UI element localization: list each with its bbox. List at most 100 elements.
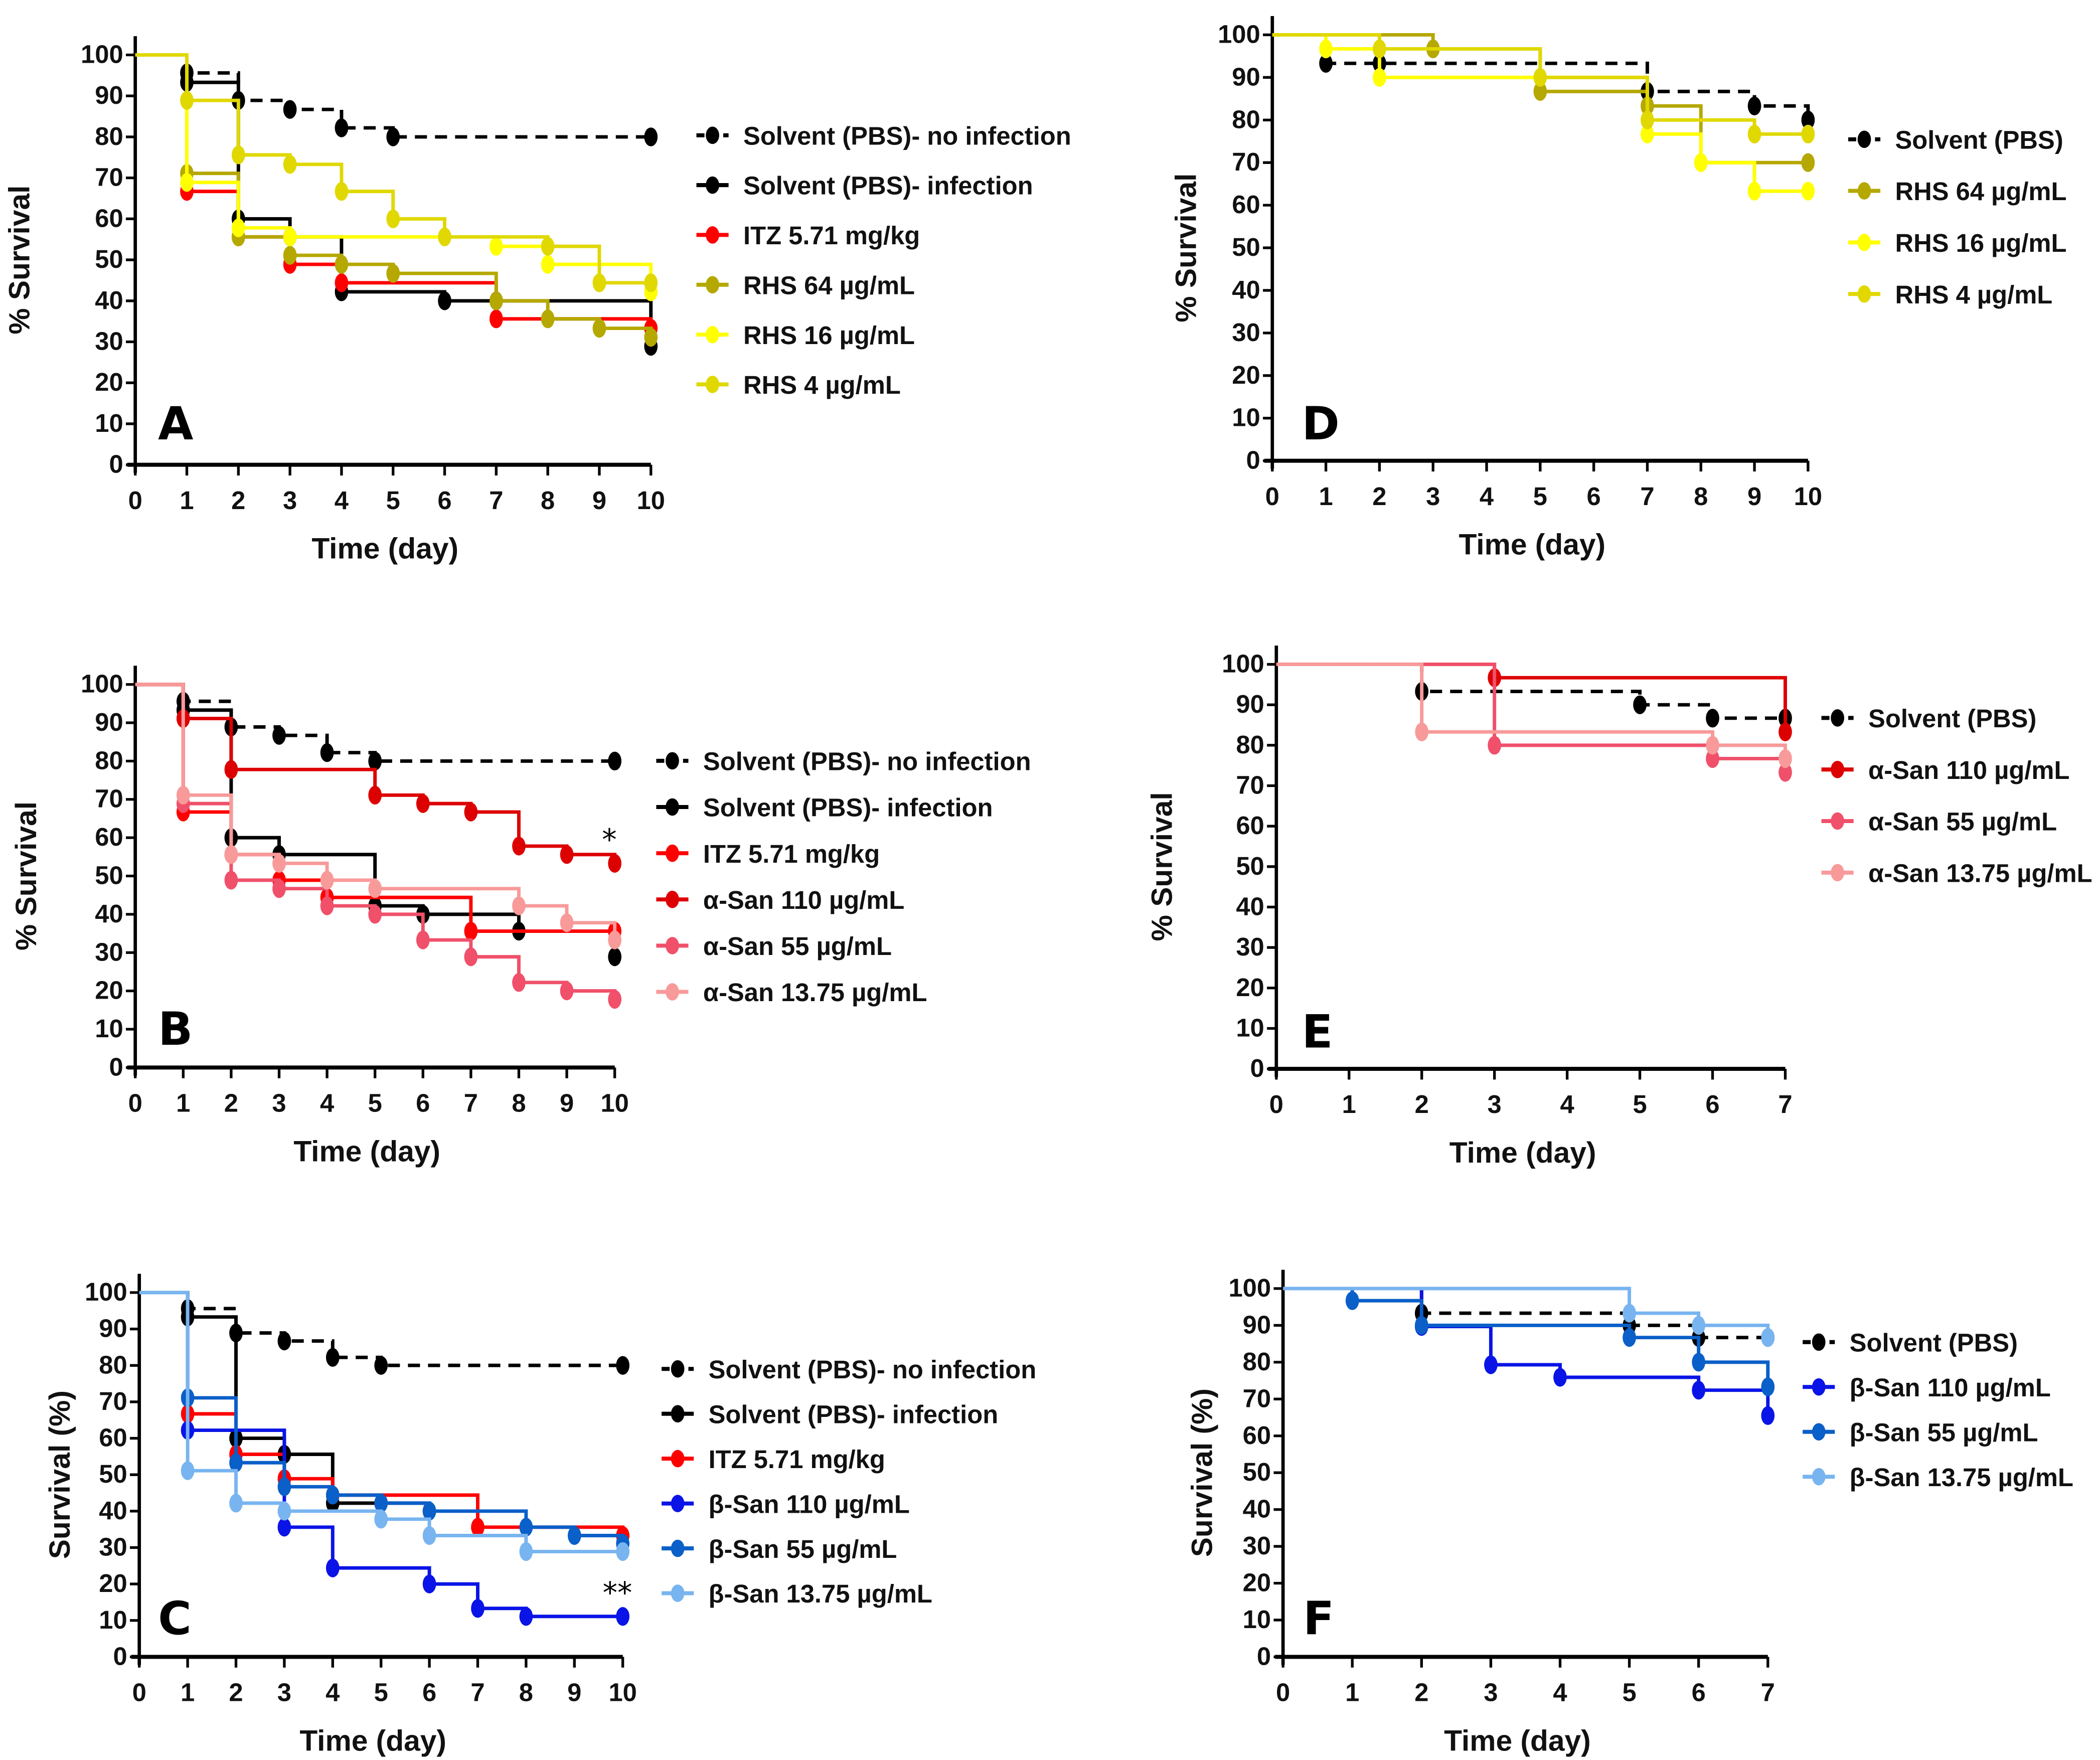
data-point — [422, 1526, 436, 1545]
x-tick-label: 10 — [1794, 482, 1822, 511]
data-point — [644, 127, 658, 146]
x-tick-label: 2 — [1415, 1090, 1429, 1118]
data-point — [1533, 68, 1547, 87]
significance-annotation: ** — [603, 1575, 632, 1610]
x-tick-label: 4 — [326, 1678, 340, 1706]
data-point — [592, 318, 606, 338]
y-tick-label: 100 — [1218, 20, 1260, 48]
data-point — [1345, 1291, 1359, 1310]
x-tick-label: 7 — [470, 1678, 484, 1706]
x-tick-label: 7 — [489, 486, 503, 515]
series-rhs-64-g-ml — [1272, 33, 1815, 172]
y-tick-label: 20 — [1232, 361, 1260, 389]
legend-marker-icon — [706, 276, 719, 294]
panel-letter: F — [1303, 1592, 1334, 1645]
series-solvent-pbs- — [1276, 663, 1792, 728]
data-point — [519, 1518, 533, 1537]
legend-label: ITZ 5.71 mg/kg — [703, 840, 880, 868]
legend-marker-icon — [1857, 182, 1871, 200]
data-point — [567, 1526, 581, 1545]
data-point — [592, 273, 606, 292]
data-point — [1747, 182, 1761, 201]
x-tick-label: 7 — [1778, 1090, 1792, 1118]
legend-label: Solvent (PBS)- infection — [703, 793, 993, 822]
y-tick-label: 80 — [1232, 105, 1260, 133]
series--san-13-75-g-ml — [1283, 1287, 1775, 1347]
data-point — [616, 1542, 630, 1561]
series--san-13-75-g-ml — [135, 683, 622, 949]
series-rhs-4-g-ml — [135, 53, 658, 292]
x-tick-label: 4 — [1553, 1678, 1567, 1706]
y-tick-label: 20 — [99, 1569, 127, 1597]
data-point — [277, 1518, 291, 1537]
legend-marker-icon — [666, 798, 679, 816]
x-tick-label: 9 — [1747, 482, 1761, 511]
y-tick-label: 100 — [85, 1277, 127, 1306]
y-tick-label: 70 — [99, 1387, 127, 1415]
data-point — [416, 930, 430, 949]
x-axis-title: Time (day) — [1444, 1724, 1591, 1757]
data-point — [335, 273, 349, 292]
legend-marker-icon — [1812, 1468, 1826, 1486]
data-point — [368, 785, 382, 805]
data-point — [1761, 1377, 1775, 1396]
data-point — [224, 871, 238, 890]
data-point — [1779, 722, 1792, 741]
survival-curve — [135, 53, 651, 285]
y-tick-label: 80 — [99, 1350, 127, 1379]
x-tick-label: 3 — [1484, 1678, 1498, 1706]
legend-marker-icon — [1812, 1378, 1826, 1396]
x-tick-label: 9 — [567, 1678, 581, 1706]
data-point — [560, 913, 574, 932]
legend-label: α-San 13.75 µg/mL — [703, 978, 927, 1007]
data-point — [512, 973, 526, 992]
series--san-110-g-ml — [139, 1291, 630, 1626]
series--san-13-75-g-ml — [1276, 663, 1792, 768]
y-tick-label: 20 — [95, 368, 123, 396]
y-tick-label: 60 — [1243, 1421, 1271, 1450]
x-tick-label: 3 — [277, 1678, 291, 1706]
x-tick-label: 2 — [224, 1088, 238, 1117]
data-point — [464, 803, 478, 822]
x-tick-label: 6 — [416, 1088, 430, 1117]
data-point — [644, 273, 658, 292]
x-axis-title: Time (day) — [293, 1135, 440, 1168]
x-tick-label: 3 — [272, 1088, 286, 1117]
legend-label: α-San 110 µg/mL — [703, 886, 904, 914]
legend-marker-icon — [666, 844, 679, 862]
data-point — [1373, 68, 1386, 87]
y-tick-label: 80 — [1236, 730, 1264, 759]
panel-letter: C — [158, 1592, 192, 1645]
data-point — [326, 1348, 340, 1367]
y-tick-label: 100 — [81, 670, 123, 698]
data-point — [471, 1518, 484, 1537]
data-point — [1761, 1328, 1775, 1347]
x-tick-label: 9 — [592, 486, 606, 515]
y-tick-label: 10 — [95, 1014, 123, 1043]
x-tick-label: 0 — [128, 1088, 142, 1117]
data-point — [1801, 110, 1815, 129]
legend-label: β-San 55 µg/mL — [1850, 1418, 2038, 1447]
x-tick-label: 0 — [1265, 482, 1279, 511]
y-tick-label: 10 — [95, 409, 123, 437]
x-axis-title: Time (day) — [1459, 529, 1605, 561]
legend-marker-icon — [1857, 233, 1871, 251]
x-tick-label: 7 — [1640, 482, 1654, 511]
panel-f: 0 10 20 30 40 50 60 70 80 90 100 0 1 2 3 4 5 6 7 Time (day)… — [1186, 1269, 2073, 1757]
survival-curve — [135, 53, 651, 139]
data-point — [464, 921, 478, 941]
series-solvent-pbs-no-infection — [139, 1291, 630, 1375]
y-tick-label: 40 — [99, 1496, 127, 1525]
data-point — [1414, 1316, 1428, 1335]
y-axis-title: Survival (%) — [44, 1390, 76, 1559]
y-tick-label: 60 — [99, 1423, 127, 1452]
legend-marker-icon — [1812, 1423, 1826, 1441]
legend-label: α-San 13.75 µg/mL — [1868, 859, 2092, 888]
data-point — [320, 743, 334, 762]
x-tick-label: 4 — [1560, 1090, 1574, 1118]
data-point — [1484, 1355, 1498, 1374]
panel-b: 0 10 20 30 40 50 60 70 80 90 100 0 1 2 3 4 5 6 7 8 9 10 Time (… — [10, 666, 1031, 1168]
data-point — [1488, 736, 1502, 755]
data-point — [283, 154, 297, 174]
panel-d: 0 10 20 30 40 50 60 70 80 90 100 0 1 2 3 4 5 6 7 8 9 10 Time (… — [1170, 16, 2066, 561]
